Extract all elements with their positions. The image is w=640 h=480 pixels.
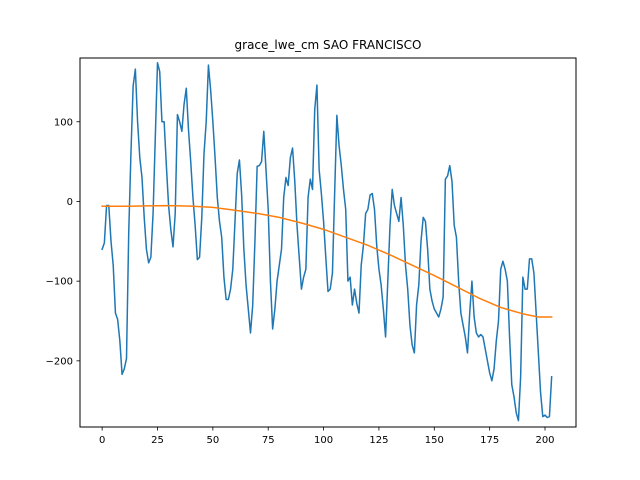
- x-tick-label: 0: [99, 435, 105, 446]
- plot-area: [79, 57, 577, 428]
- x-axis: 0 25 50 75 100 125 150 175 200: [99, 427, 555, 446]
- x-tick-label: 200: [535, 435, 554, 446]
- x-tick-label: 125: [369, 435, 388, 446]
- y-tick-label: −200: [46, 356, 73, 367]
- x-tick-label: 50: [206, 435, 219, 446]
- series-line-2: [101, 204, 553, 318]
- axes-frame: [79, 57, 577, 428]
- x-tick-label: 150: [425, 435, 444, 446]
- series-line-1: [101, 62, 553, 422]
- y-axis: −200 −100 0 100: [46, 117, 80, 367]
- x-tick-label: 75: [262, 435, 275, 446]
- y-tick-label: 0: [67, 197, 73, 208]
- chart-title: grace_lwe_cm SAO FRANCISCO: [235, 38, 422, 52]
- x-tick-label: 25: [151, 435, 164, 446]
- y-tick-label: −100: [46, 277, 73, 288]
- y-tick-label: 100: [54, 117, 73, 128]
- series-layer: [101, 62, 553, 422]
- x-tick-label: 100: [314, 435, 333, 446]
- x-tick-label: 175: [480, 435, 499, 446]
